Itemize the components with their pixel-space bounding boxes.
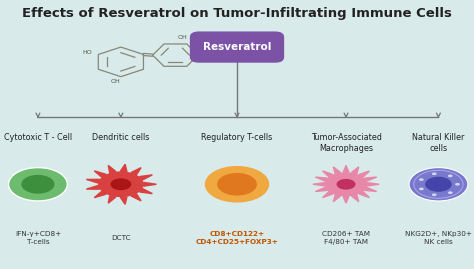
Text: CD8+CD122+
CD4+CD25+FOXP3+: CD8+CD122+ CD4+CD25+FOXP3+ [196,231,278,245]
Polygon shape [120,197,127,204]
Polygon shape [323,192,333,197]
Text: OH: OH [177,34,187,40]
Polygon shape [144,182,156,186]
Polygon shape [333,167,340,174]
Polygon shape [131,194,141,201]
Polygon shape [94,171,106,177]
Polygon shape [313,183,325,186]
Circle shape [409,168,468,201]
Polygon shape [352,195,359,202]
Circle shape [455,183,460,186]
Polygon shape [343,165,349,172]
Text: OH: OH [111,79,120,84]
Circle shape [419,178,424,181]
FancyBboxPatch shape [191,32,283,62]
Text: NKG2D+, NKp30+
NK cells: NKG2D+, NKp30+ NK cells [405,231,472,245]
Polygon shape [120,164,127,172]
Polygon shape [333,195,340,202]
Polygon shape [367,183,379,186]
Text: Tumor-Associated
Macrophages: Tumor-Associated Macrophages [310,133,382,153]
Text: DCTC: DCTC [111,235,131,241]
Circle shape [9,168,67,201]
Polygon shape [315,177,328,181]
Circle shape [205,166,269,203]
Text: Resveratrol: Resveratrol [203,42,271,52]
Polygon shape [352,167,359,174]
Circle shape [432,193,437,196]
Text: IFN-γ+CD8+
T-cells: IFN-γ+CD8+ T-cells [15,231,61,245]
Circle shape [448,191,453,194]
Polygon shape [365,177,377,181]
Polygon shape [315,187,328,192]
Polygon shape [343,196,349,203]
Polygon shape [108,165,116,173]
Circle shape [110,178,131,190]
Polygon shape [359,192,369,197]
Polygon shape [108,196,116,203]
Circle shape [21,175,55,194]
Polygon shape [94,192,106,198]
Circle shape [325,172,367,196]
Text: HO: HO [82,51,92,55]
Text: Natural Killer
cells: Natural Killer cells [412,133,465,153]
Circle shape [419,187,424,190]
Polygon shape [323,171,333,177]
Circle shape [425,177,452,192]
Text: CD206+ TAM
F4/80+ TAM: CD206+ TAM F4/80+ TAM [322,231,370,245]
Polygon shape [359,171,369,177]
Text: Regulatory T-cells: Regulatory T-cells [201,133,273,142]
Polygon shape [131,168,141,175]
Text: Effects of Resveratrol on Tumor-Infiltrating Immune Cells: Effects of Resveratrol on Tumor-Infiltra… [22,7,452,20]
Polygon shape [139,175,152,180]
Circle shape [217,173,257,196]
Polygon shape [139,189,152,194]
Polygon shape [86,186,100,189]
Polygon shape [86,179,100,183]
Circle shape [448,175,453,177]
Text: Cytotoxic T - Cell: Cytotoxic T - Cell [4,133,72,142]
Circle shape [337,179,356,190]
Text: Dendritic cells: Dendritic cells [92,133,150,142]
Polygon shape [365,187,377,192]
Circle shape [98,171,144,197]
Circle shape [432,172,437,175]
